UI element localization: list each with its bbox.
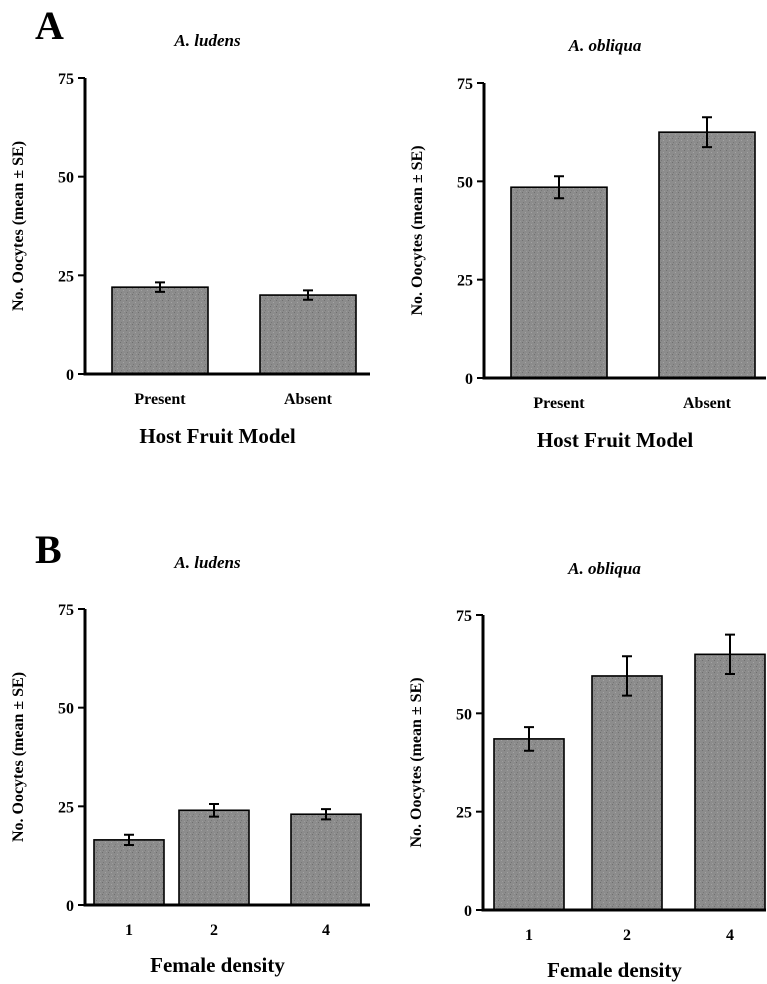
chart-4-category-label-3: 4 [726, 927, 734, 944]
chart-2-title: A. obliqua [568, 36, 642, 55]
chart-4-error-bar-1 [524, 726, 534, 752]
chart-1-x-axis-label: Host Fruit Model [139, 424, 295, 448]
chart-3-error-bar-3 [321, 808, 331, 821]
chart-1-y-tick-label-0: 0 [66, 367, 74, 384]
chart-1-category-label-2: Absent [284, 391, 333, 408]
chart-3-y-tick-label-0: 0 [66, 898, 74, 915]
chart-3-x-axis-label: Female density [150, 953, 285, 977]
chart-1-y-tick-label-50: 50 [58, 170, 74, 187]
chart-1-error-bar-1 [155, 281, 165, 293]
chart-1-title: A. ludens [173, 31, 241, 50]
chart-4-title: A. obliqua [567, 559, 641, 578]
chart-4-bar-3 [694, 653, 766, 911]
chart-3-category-label-2: 2 [210, 922, 218, 939]
chart-3-error-bar-2 [209, 802, 219, 818]
chart-2-category-label-2: Absent [683, 395, 732, 412]
chart-1-error-bar-2 [303, 289, 313, 301]
chart-3-y-tick-label-50: 50 [58, 701, 74, 718]
chart-4-y-tick-label-25: 25 [456, 805, 472, 822]
chart-4-y-axis-label: No. Oocytes (mean ± SE) [408, 677, 425, 847]
chart-3-y-tick-label-75: 75 [58, 602, 74, 619]
chart-1-bar-2 [259, 294, 357, 375]
chart-4-category-label-2: 2 [623, 927, 631, 944]
chart-2-category-label-1: Present [533, 395, 585, 412]
chart-2-bar-1 [510, 186, 608, 379]
chart-2-x-axis-label: Host Fruit Model [537, 428, 693, 452]
chart-2-error-bar-2 [702, 116, 712, 149]
chart-4-category-label-1: 1 [525, 927, 533, 944]
chart-4-bar-1 [493, 738, 565, 911]
chart-4-error-bar-3 [725, 633, 735, 675]
chart-3-bar-3 [290, 813, 362, 906]
chart-2-y-tick-label-75: 75 [457, 76, 473, 93]
chart-1-y-axis-label: No. Oocytes (mean ± SE) [10, 141, 27, 311]
chart-4-y-tick-label-75: 75 [456, 608, 472, 625]
chart-3-category-label-3: 4 [322, 922, 330, 939]
panel-letter-b: B [35, 527, 62, 572]
chart-4-y-tick-label-50: 50 [456, 706, 472, 723]
chart-4-error-bar-2 [622, 655, 632, 697]
chart-2-y-tick-label-0: 0 [465, 371, 473, 388]
chart-2-y-tick-label-50: 50 [457, 174, 473, 191]
chart-2-error-bar-1 [554, 175, 564, 200]
chart-1-y-tick-label-25: 25 [58, 268, 74, 285]
chart-2-bar-2 [658, 131, 756, 379]
chart-3-y-axis-label: No. Oocytes (mean ± SE) [10, 672, 27, 842]
chart-4-bar-2 [591, 675, 663, 911]
chart-2-y-axis-label: No. Oocytes (mean ± SE) [409, 145, 426, 315]
chart-3-title: A. ludens [173, 553, 241, 572]
chart-2-y-tick-label-25: 25 [457, 273, 473, 290]
chart-3-y-tick-label-25: 25 [58, 799, 74, 816]
chart-3-bar-1 [93, 839, 165, 906]
chart-3-bar-2 [178, 809, 250, 906]
chart-1-category-label-1: Present [134, 391, 186, 408]
panel-letter-a: A [35, 3, 64, 48]
chart-4-y-tick-label-0: 0 [464, 903, 472, 920]
chart-3-category-label-1: 1 [125, 922, 133, 939]
chart-1-bar-1 [111, 286, 209, 375]
chart-3-error-bar-1 [124, 833, 134, 847]
chart-4-x-axis-label: Female density [547, 958, 682, 982]
chart-1-y-tick-label-75: 75 [58, 71, 74, 88]
